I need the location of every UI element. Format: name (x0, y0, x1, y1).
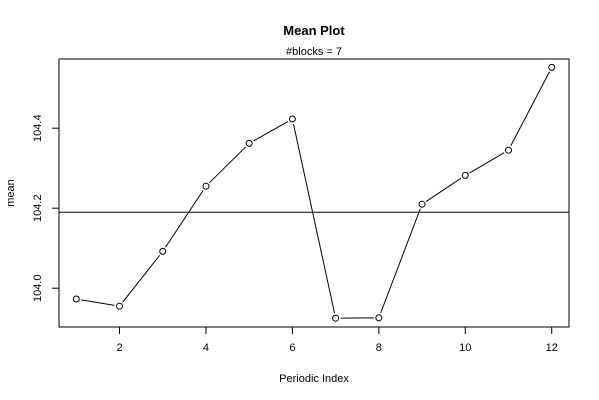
x-tick-label: 4 (203, 342, 209, 354)
data-point (461, 171, 469, 179)
data-point (548, 63, 556, 71)
chart-subtitle: #blocks = 7 (286, 46, 342, 58)
y-axis: 104.0 104.2 104.4 (32, 114, 60, 302)
y-axis-label: mean (5, 179, 17, 207)
data-point (288, 115, 296, 123)
chart-title: Mean Plot (283, 23, 345, 38)
series-segment (425, 177, 462, 202)
data-point (332, 314, 340, 322)
series-segment (469, 152, 505, 174)
data-point (245, 139, 253, 147)
series-segment (380, 208, 421, 314)
data-point (504, 146, 512, 154)
series-segment (253, 121, 289, 142)
series-segment (122, 255, 161, 303)
y-tick-label: 104.0 (32, 274, 44, 302)
series-segment (292, 123, 336, 314)
data-point (159, 247, 167, 255)
series-layer (72, 63, 556, 322)
x-tick-label: 10 (459, 342, 471, 354)
x-tick-label: 2 (116, 342, 122, 354)
data-point (116, 302, 124, 310)
x-axis-label: Periodic Index (279, 373, 349, 385)
series-segment (81, 299, 115, 306)
data-point (72, 295, 80, 303)
x-tick-label: 12 (546, 342, 558, 354)
x-tick-label: 6 (289, 342, 295, 354)
data-point (202, 182, 210, 190)
x-tick-label: 8 (376, 342, 382, 354)
series-segment (510, 71, 550, 146)
x-axis: 2 4 6 8 10 12 (116, 326, 558, 354)
series-segment (209, 146, 246, 184)
series-segment (165, 190, 204, 248)
y-tick-label: 104.4 (32, 114, 44, 142)
y-tick-label: 104.2 (32, 194, 44, 222)
data-point (375, 314, 383, 322)
plot-area-frame (58, 58, 570, 328)
data-point (418, 200, 426, 208)
